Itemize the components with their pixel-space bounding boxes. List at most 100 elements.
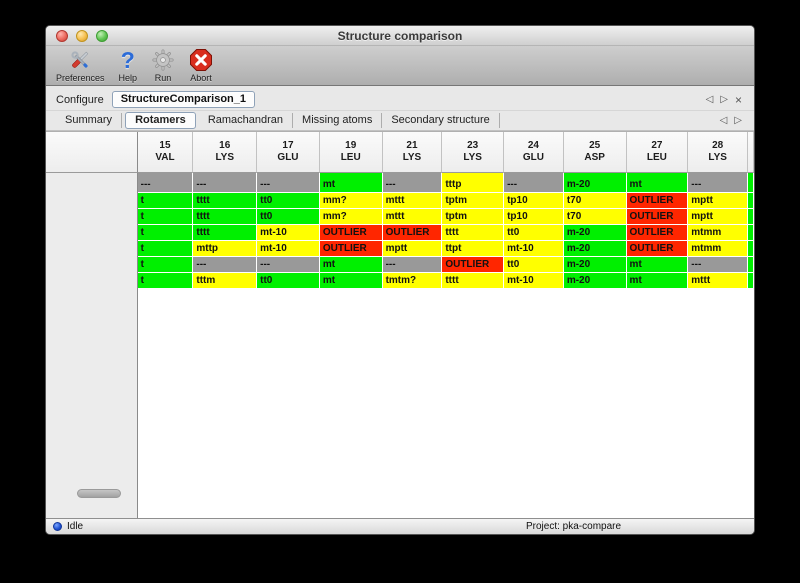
horizontal-scrollbar-thumb[interactable]: [77, 489, 121, 498]
rotamer-cell[interactable]: tptm: [442, 193, 505, 209]
rotamer-cell[interactable]: mttt: [382, 209, 443, 225]
rotamer-cell[interactable]: OUTLIER: [442, 257, 505, 273]
column-header-24[interactable]: 24 GLU: [504, 132, 564, 173]
tabs-prev-arrow-icon[interactable]: ◁: [719, 114, 728, 126]
rotamer-cell[interactable]: m-20: [563, 273, 627, 289]
rotamer-cell[interactable]: OUTLIER: [626, 241, 689, 257]
config-next-arrow-icon[interactable]: ▷: [720, 93, 728, 105]
rotamer-cell[interactable]: mttt: [382, 193, 443, 209]
rotamer-cell[interactable]: mttt: [688, 273, 749, 289]
rotamer-cell[interactable]: tttt: [193, 225, 258, 241]
rotamer-cell[interactable]: OUTLIER: [319, 241, 383, 257]
minimize-window-icon[interactable]: [76, 30, 88, 42]
rotamer-cell[interactable]: tt0: [257, 209, 320, 225]
rotamer-cell[interactable]: OUTLIER: [626, 193, 689, 209]
rotamer-cell[interactable]: m-20: [563, 241, 627, 257]
rotamer-cell[interactable]: t: [137, 193, 194, 209]
column-header-23[interactable]: 23 LYS: [442, 132, 505, 173]
rotamer-cell[interactable]: mt-10: [257, 241, 320, 257]
rotamer-cell[interactable]: ---: [688, 177, 749, 193]
rotamer-cell[interactable]: mt: [319, 273, 383, 289]
rotamer-cell[interactable]: mm?: [319, 193, 383, 209]
rotamer-cell[interactable]: ---: [382, 177, 443, 193]
column-header-21[interactable]: 21 LYS: [382, 132, 443, 173]
rotamer-cell[interactable]: OUTLIER: [319, 225, 383, 241]
rotamer-cell[interactable]: tt0: [257, 193, 320, 209]
rotamer-cell[interactable]: mt: [319, 257, 383, 273]
rotamer-cell[interactable]: t70: [563, 193, 627, 209]
zoom-window-icon[interactable]: [96, 30, 108, 42]
titlebar[interactable]: Structure comparison: [46, 26, 754, 46]
run-button[interactable]: Run: [151, 48, 175, 83]
rotamer-cell[interactable]: mt: [626, 257, 689, 273]
rotamer-cell[interactable]: ---: [257, 257, 320, 273]
rotamer-cell[interactable]: mm?: [319, 209, 383, 225]
rotamer-cell[interactable]: ---: [137, 177, 194, 193]
rotamer-cell[interactable]: tttm: [193, 273, 258, 289]
rotamer-cell[interactable]: mptt: [688, 193, 749, 209]
help-button[interactable]: ? Help: [119, 48, 138, 84]
rotamer-cell[interactable]: t: [137, 257, 194, 273]
rotamer-cell[interactable]: tttt: [193, 209, 258, 225]
rotamer-cell[interactable]: OUTLIER: [626, 225, 689, 241]
rotamer-cell[interactable]: mt-10: [257, 225, 320, 241]
rotamer-cell[interactable]: t: [137, 225, 194, 241]
preferences-button[interactable]: Preferences: [56, 48, 105, 83]
rotamer-cell[interactable]: t: [137, 209, 194, 225]
rotamer-cell[interactable]: mtmm: [688, 241, 749, 257]
rotamer-cell[interactable]: mt-10: [504, 241, 564, 257]
rotamer-cell[interactable]: tp10: [504, 209, 564, 225]
rotamer-cell[interactable]: t70: [563, 209, 627, 225]
tab-missing-atoms[interactable]: Missing atoms: [293, 113, 383, 128]
rotamer-cell[interactable]: mt: [626, 273, 689, 289]
rotamer-cell[interactable]: tt0: [257, 273, 320, 289]
column-header-17[interactable]: 17 GLU: [257, 132, 320, 173]
rotamer-cell[interactable]: tp10: [504, 193, 564, 209]
rotamer-cell[interactable]: mt: [319, 177, 383, 193]
rotamer-cell[interactable]: m-20: [563, 225, 627, 241]
rotamer-cell[interactable]: tt0: [504, 225, 564, 241]
tabs-next-arrow-icon[interactable]: ▷: [734, 114, 742, 126]
column-header-19[interactable]: 19 LEU: [319, 132, 383, 173]
rotamer-cell[interactable]: tttt: [193, 193, 258, 209]
config-prev-arrow-icon[interactable]: ◁: [705, 93, 714, 105]
rotamer-cell[interactable]: mt-10: [504, 273, 564, 289]
rotamer-cell[interactable]: ---: [382, 257, 443, 273]
rotamer-cell[interactable]: ---: [193, 257, 258, 273]
rotamer-cell[interactable]: ---: [193, 177, 258, 193]
rotamer-cell[interactable]: mptt: [688, 209, 749, 225]
rotamer-cell[interactable]: ttpt: [442, 241, 505, 257]
rotamer-cell[interactable]: mttp: [193, 241, 258, 257]
tab-ramachandran[interactable]: Ramachandran: [199, 113, 294, 128]
column-header-28[interactable]: 28 LYS: [688, 132, 749, 173]
rotamer-cell[interactable]: OUTLIER: [626, 209, 689, 225]
rotamer-cell[interactable]: tt0: [504, 257, 564, 273]
rotamer-cell[interactable]: mtmm: [688, 225, 749, 241]
rotamer-cell[interactable]: ---: [688, 257, 749, 273]
tab-rotamers[interactable]: Rotamers: [125, 112, 196, 129]
config-close-icon[interactable]: ×: [734, 92, 742, 107]
rotamer-cell[interactable]: OUTLIER: [382, 225, 443, 241]
config-tab-structurecomparison-1[interactable]: StructureComparison_1: [111, 91, 256, 108]
rotamer-cell[interactable]: ---: [257, 177, 320, 193]
tab-summary[interactable]: Summary: [56, 113, 123, 128]
column-header-15[interactable]: 15 VAL: [137, 132, 194, 173]
rotamer-cell[interactable]: tmtm?: [382, 273, 443, 289]
rotamer-cell[interactable]: mt: [626, 177, 689, 193]
rotamer-cell[interactable]: t: [137, 273, 194, 289]
abort-button[interactable]: Abort: [189, 48, 213, 83]
rotamer-cell[interactable]: t: [137, 241, 194, 257]
rotamer-cell[interactable]: m-20: [563, 177, 627, 193]
rotamer-cell[interactable]: m-20: [563, 257, 627, 273]
rotamer-cell[interactable]: tttp: [442, 177, 505, 193]
column-header-27[interactable]: 27 LEU: [626, 132, 689, 173]
column-header-25[interactable]: 25 ASP: [563, 132, 627, 173]
rotamer-cell[interactable]: ---: [504, 177, 564, 193]
tab-secondary-structure[interactable]: Secondary structure: [382, 113, 500, 128]
rotamer-cell[interactable]: tttt: [442, 273, 505, 289]
rotamer-cell[interactable]: tptm: [442, 209, 505, 225]
rotamer-cell[interactable]: mptt: [382, 241, 443, 257]
close-window-icon[interactable]: [56, 30, 68, 42]
rotamer-cell[interactable]: tttt: [442, 225, 505, 241]
column-header-16[interactable]: 16 LYS: [193, 132, 258, 173]
